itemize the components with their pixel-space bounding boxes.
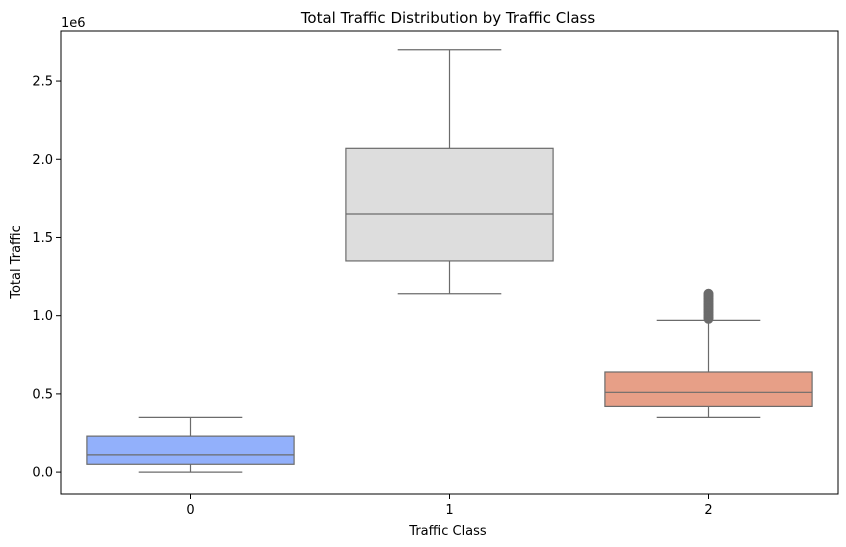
box-group-class-0 [86,416,295,473]
iqr-box [604,371,813,408]
outlier-point [703,288,714,299]
y-tick-label: 1.5 [32,231,53,246]
y-axis: 0.0 0.5 1.0 1.5 2.0 2.5 [32,75,61,481]
x-tick-label: 1 [445,503,453,518]
y-tick-label: 1.0 [32,309,53,324]
y-offset-label: 1e6 [61,16,86,31]
x-tick-label: 2 [704,503,712,518]
iqr-box [86,435,295,465]
x-axis-label: Traffic Class [408,524,487,539]
y-axis-label: Total Traffic [9,225,24,300]
chart-title: Total Traffic Distribution by Traffic Cl… [300,9,596,27]
box-group-class-2 [604,288,813,418]
y-tick-label: 2.5 [32,75,53,90]
y-tick-label: 2.0 [32,153,53,168]
x-axis: 0 1 2 [186,494,713,518]
y-tick-label: 0.0 [32,466,53,481]
y-tick-label: 0.5 [32,387,53,402]
x-tick-label: 0 [186,503,194,518]
box-group-class-1 [345,49,554,295]
iqr-box [345,147,554,262]
plot-area [86,49,813,473]
